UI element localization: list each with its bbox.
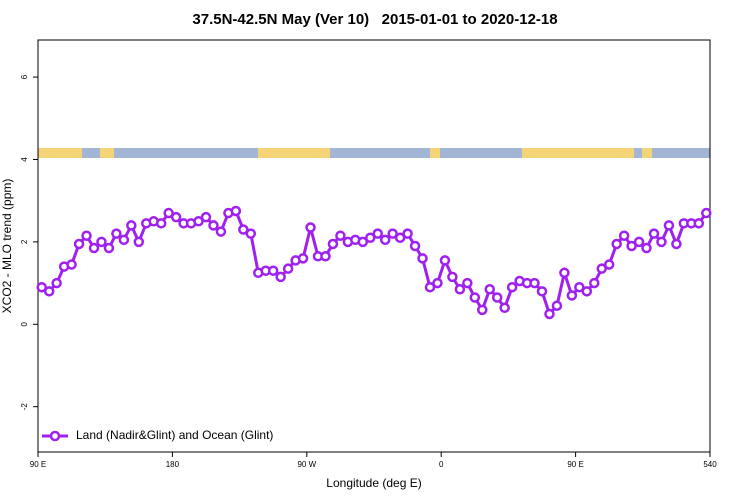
chart-title: 37.5N-42.5N May (Ver 10) 2015-01-01 to 2… — [192, 11, 557, 28]
data-point — [320, 251, 331, 262]
x-axis-label: Longitude (deg E) — [326, 476, 421, 490]
data-point — [641, 242, 652, 254]
land-ocean-strip — [38, 148, 710, 158]
data-point — [648, 228, 660, 239]
data-point — [462, 277, 473, 289]
data-point — [275, 271, 286, 283]
data-point — [96, 236, 107, 248]
data-point — [469, 292, 481, 303]
data-point — [663, 220, 675, 231]
data-point — [230, 205, 242, 217]
x-tick-label: 180 — [166, 460, 180, 469]
y-axis-label: XCO2 - MLO trend (ppm) — [0, 179, 14, 314]
x-tick-label: 90 E — [567, 460, 583, 469]
data-point — [387, 228, 398, 239]
data-point — [335, 230, 346, 241]
data-point — [626, 240, 637, 252]
data-point — [208, 220, 219, 231]
data-point — [596, 263, 607, 274]
data-point — [305, 222, 316, 233]
data-point — [51, 277, 62, 289]
data-point — [111, 228, 122, 239]
data-point — [245, 228, 257, 239]
x-tick-label: 540 — [703, 460, 717, 469]
data-point — [267, 265, 279, 276]
data-point — [215, 226, 227, 237]
data-point — [163, 207, 174, 219]
data-point — [282, 263, 294, 274]
data-point — [409, 240, 421, 252]
data-point — [155, 218, 167, 229]
data-point — [491, 292, 503, 303]
data-point — [103, 242, 115, 254]
data-point — [238, 224, 249, 235]
data-point — [365, 232, 376, 244]
data-point — [36, 281, 47, 293]
plot-frame — [37, 39, 711, 453]
data-point — [701, 207, 712, 219]
legend-label: Land (Nadir&Glint) and Ocean (Glint) — [76, 428, 273, 442]
data-point — [529, 277, 540, 289]
data-point — [357, 236, 369, 248]
legend: Land (Nadir&Glint) and Ocean (Glint) — [42, 428, 273, 442]
data-point — [447, 271, 458, 283]
data-point — [506, 281, 518, 293]
data-point — [170, 211, 182, 223]
data-point — [536, 286, 548, 297]
y-tick-label: 0 — [20, 322, 29, 327]
data-point — [73, 238, 85, 250]
data-point — [424, 281, 436, 293]
data-point — [693, 218, 705, 229]
data-point — [81, 230, 92, 241]
data-point — [499, 302, 510, 314]
data-point — [454, 284, 466, 295]
y-tick-label: 4 — [20, 157, 29, 162]
data-point — [484, 284, 495, 295]
data-point — [544, 308, 555, 320]
data-point — [297, 253, 309, 264]
data-point — [133, 236, 145, 248]
data-point — [43, 286, 55, 297]
data-point — [551, 300, 563, 311]
data-point — [379, 234, 391, 246]
data-point — [633, 236, 645, 248]
data-point — [200, 211, 212, 223]
data-point — [402, 228, 413, 239]
data-point — [656, 236, 667, 248]
x-tick-label: 90 E — [30, 460, 46, 469]
data-point — [611, 238, 622, 250]
data-point — [671, 238, 682, 250]
data-point — [118, 234, 130, 246]
data-point — [581, 286, 593, 297]
y-tick-label: -2 — [20, 403, 29, 411]
y-tick-label: 2 — [20, 239, 29, 244]
data-point — [193, 216, 204, 227]
x-tick-label: 0 — [439, 460, 444, 469]
data-point — [566, 290, 578, 301]
data-point — [394, 232, 406, 244]
data-point — [439, 255, 451, 266]
legend-marker — [49, 430, 61, 442]
data-point — [589, 277, 600, 289]
data-point — [66, 259, 77, 270]
data-point — [432, 277, 443, 289]
data-point — [327, 238, 339, 250]
x-tick-label: 90 W — [297, 460, 316, 469]
data-point — [372, 228, 383, 239]
data-point — [574, 281, 585, 293]
data-point — [126, 220, 137, 231]
data-point — [417, 253, 428, 264]
data-point — [88, 242, 100, 254]
data-point — [618, 230, 630, 241]
y-tick-label: 6 — [20, 74, 29, 79]
data-point — [559, 267, 570, 279]
data-point — [603, 259, 615, 270]
data-point — [477, 304, 488, 316]
